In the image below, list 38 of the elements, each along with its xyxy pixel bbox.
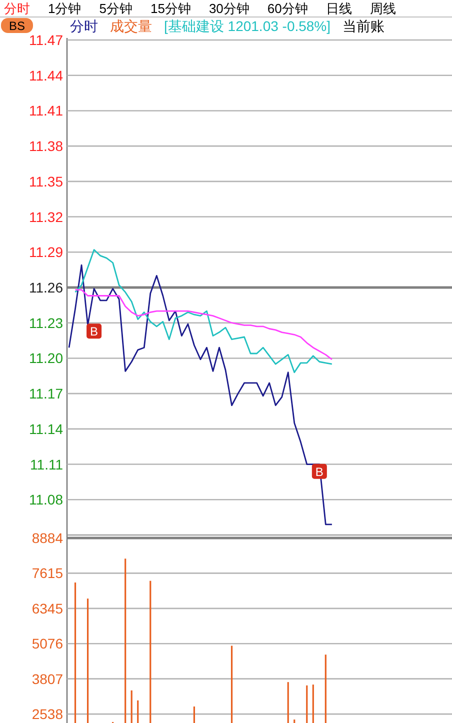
text: 30分钟 xyxy=(208,1,250,16)
y-tick-label: 11.29 xyxy=(29,244,64,260)
text: 5分钟 xyxy=(99,1,132,16)
text: 1分钟 xyxy=(48,1,82,16)
y-tick-label: 8884 xyxy=(32,530,64,546)
text: 15分钟 xyxy=(150,1,191,16)
y-tick-label: 2538 xyxy=(32,706,64,722)
text: [基础建设 1201.03 -0.58%] xyxy=(164,18,331,34)
line-series xyxy=(74,249,333,374)
y-tick-label: 3807 xyxy=(32,670,64,687)
y-tick-label: 11.38 xyxy=(29,138,64,154)
text: 周线 xyxy=(370,1,396,16)
y-tick-label: 11.47 xyxy=(29,32,64,48)
y-tick-label: 11.20 xyxy=(29,350,64,366)
y-tick-label: 11.23 xyxy=(29,314,64,331)
y-tick-label: 7615 xyxy=(32,565,64,582)
line-series xyxy=(68,264,333,526)
y-tick-label: 11.44 xyxy=(29,67,64,84)
y-tick-label: 11.17 xyxy=(29,386,64,402)
y-tick-label: 11.32 xyxy=(29,208,64,225)
y-tick-label: 11.41 xyxy=(29,102,64,119)
text: 分时 xyxy=(4,1,30,16)
text: 60分钟 xyxy=(267,1,308,16)
text: 日线 xyxy=(326,1,352,16)
text: 当前账 xyxy=(342,18,385,34)
line-series xyxy=(74,289,333,360)
text: BS xyxy=(8,19,26,33)
text: 成交量 xyxy=(110,18,152,34)
y-tick-label: 11.14 xyxy=(29,420,64,437)
text: B xyxy=(315,464,324,479)
text: 分时 xyxy=(70,18,98,34)
series-label: B xyxy=(90,324,98,339)
y-tick-label: 11.26 xyxy=(29,280,64,296)
y-tick-label: 11.35 xyxy=(29,173,64,190)
y-tick-label: 6345 xyxy=(32,600,64,616)
y-tick-label: 11.08 xyxy=(29,492,64,508)
y-tick-label: 5076 xyxy=(32,636,64,652)
y-tick-label: 11.11 xyxy=(30,456,64,472)
